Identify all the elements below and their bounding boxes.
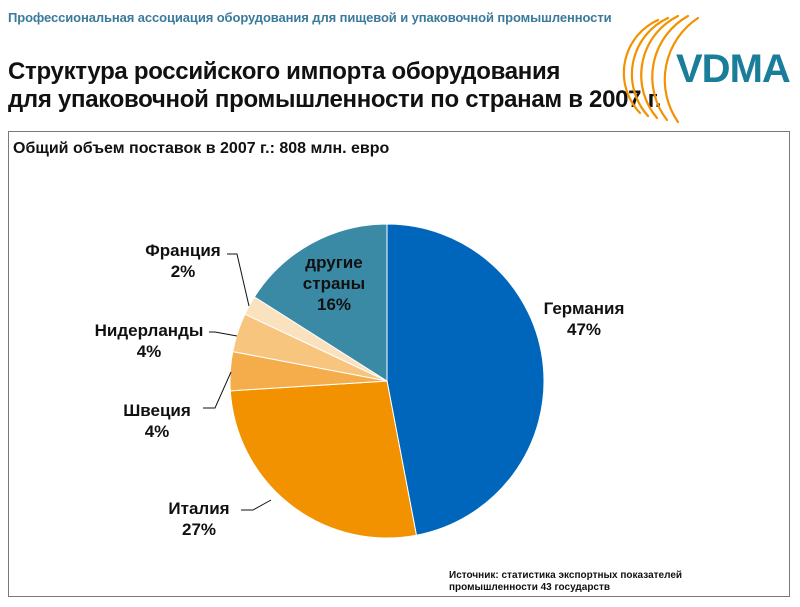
pie-slice-germany: [386, 223, 545, 536]
source-note: Источник: статистика экспортных показате…: [449, 570, 682, 594]
slice-label-italy: Италия 27%: [168, 499, 230, 539]
leader-line-france: [227, 253, 250, 307]
title-line-1: Структура российского импорта оборудован…: [8, 58, 561, 85]
pie-slice-other: [253, 223, 388, 382]
source-line-1: Источник: статистика экспортных показате…: [449, 570, 683, 581]
leader-line-sweden: [203, 371, 232, 409]
pie-chart: [203, 223, 545, 539]
slice-label-sweden: Швеция 4%: [123, 401, 191, 441]
slice-label-other: другие страны 16%: [302, 253, 366, 314]
slice-label-germany: Германия 47%: [543, 299, 625, 339]
logo-arcs-icon: [622, 14, 700, 124]
pie-slice-italy: [229, 380, 418, 539]
chart-frame: Общий объем поставок в 2007 г.: 808 млн.…: [8, 131, 790, 597]
logo-text: VDMA: [676, 47, 790, 91]
leader-line-italy: [241, 499, 272, 511]
title-line-2: для упаковочной промышленности по страна…: [8, 86, 662, 113]
leader-line-netherlands: [209, 331, 238, 337]
association-name: Профессиональная ассоциация оборудования…: [8, 10, 612, 25]
slice-label-france: Франция 2%: [145, 241, 221, 281]
chart-subtitle: Общий объем поставок в 2007 г.: 808 млн.…: [13, 140, 390, 157]
slice-label-netherlands: Нидерланды 4%: [94, 321, 204, 361]
vdma-logo: VDMA: [622, 14, 791, 124]
source-line-2: промышленности 43 государств: [449, 582, 611, 593]
page-title: Структура российского импорта оборудован…: [8, 58, 662, 114]
leader-lines: [203, 253, 272, 511]
